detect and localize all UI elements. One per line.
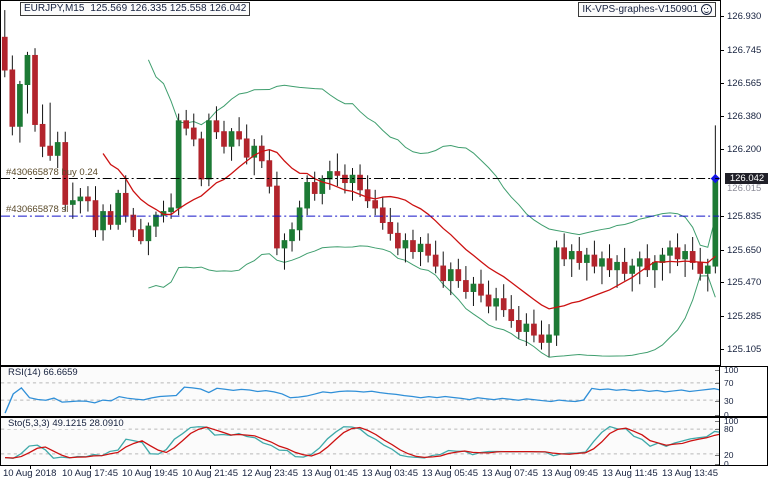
price-tick: 126.565	[721, 78, 768, 89]
rsi-level-label: 70	[715, 379, 767, 388]
time-tick-mark	[150, 465, 151, 469]
order-label-buy: #430665878 buy 0.24	[6, 166, 98, 178]
stochastic-level-label: 100	[715, 416, 767, 426]
price-tick: 125.650	[721, 245, 768, 256]
time-tick-mark	[630, 465, 631, 469]
stochastic-scale: 100 80 20 0	[715, 416, 767, 468]
rsi-title: RSI(14) 66.6659	[6, 367, 80, 378]
price-tick-label: 126.565	[727, 77, 762, 89]
rsi-level-label: 100	[715, 365, 767, 375]
time-tick-mark	[330, 465, 331, 469]
price-tick-label: 126.930	[727, 10, 762, 22]
price-tick: 125.105	[721, 344, 768, 355]
time-tick-label: 13 Aug 13:45	[662, 468, 718, 479]
time-tick-label: 12 Aug 23:45	[242, 468, 298, 479]
time-tick-mark	[390, 465, 391, 469]
account-label: IK-VPS-graphes-V150901	[582, 3, 698, 15]
time-tick-mark	[510, 465, 511, 469]
account-header: IK-VPS-graphes-V150901	[578, 2, 716, 17]
time-tick-label: 13 Aug 09:45	[542, 468, 598, 479]
symbol-header: EURJPY,M15 125.569 126.335 125.558 126.0…	[20, 2, 251, 16]
price-tick-label: 126.380	[727, 111, 762, 123]
price-chart-canvas[interactable]	[1, 1, 767, 365]
price-tick-label: 125.470	[727, 277, 762, 289]
price-tick-label: 125.105	[727, 344, 762, 356]
time-tick-label: 13 Aug 01:45	[302, 468, 358, 479]
stochastic-level-label: 80	[715, 425, 767, 434]
time-tick-label: 13 Aug 07:45	[482, 468, 538, 479]
stochastic-panel[interactable]: 100 80 20 0	[0, 416, 768, 468]
time-tick-mark	[690, 465, 691, 469]
price-tick-label: 125.835	[727, 210, 762, 222]
time-tick-label: 13 Aug 03:45	[362, 468, 418, 479]
rsi-panel[interactable]: 100 70 30 0	[0, 365, 768, 419]
price-tick: 126.200	[721, 144, 768, 155]
time-tick-mark	[90, 465, 91, 469]
price-chart-panel[interactable]	[0, 0, 768, 366]
ohlc-quote: 125.569 126.335 125.558 126.042	[90, 3, 247, 14]
rsi-level-label: 0	[715, 410, 767, 420]
time-tick-mark	[30, 465, 31, 469]
price-tick: 126.745	[721, 45, 768, 56]
price-tick: 125.285	[721, 311, 768, 322]
time-tick-label: 10 Aug 21:45	[182, 468, 238, 479]
stochastic-level-label: 20	[715, 450, 767, 460]
time-tick-mark	[450, 465, 451, 469]
rsi-canvas	[1, 382, 767, 414]
ghost-price-label: 126.015	[727, 182, 762, 194]
price-tick-label: 126.200	[727, 144, 762, 156]
stochastic-title: Sto(5,3,3) 49.1215 28.0910	[6, 418, 126, 429]
time-tick-label: 13 Aug 05:45	[422, 468, 478, 479]
stochastic-canvas	[1, 425, 767, 460]
stochastic-level-label: 0	[715, 459, 767, 469]
price-tick-label: 125.650	[727, 244, 762, 256]
time-axis: 10 Aug 2018 10 Aug 17:45 10 Aug 19:45 10 Au…	[0, 465, 768, 480]
smiley-icon	[701, 4, 712, 15]
price-tick-label: 126.745	[727, 44, 762, 56]
current-price-tag: 126.042	[725, 173, 768, 185]
price-scale[interactable]: 126.930 126.745 126.565 126.380 126.200 125.8…	[720, 0, 768, 366]
price-tick: 125.470	[721, 277, 768, 288]
rsi-level-label: 30	[715, 397, 767, 406]
time-tick-mark	[570, 465, 571, 469]
order-label-sl: #430665878 sl	[6, 204, 69, 216]
price-tick: 126.380	[721, 111, 768, 122]
time-tick-mark	[270, 465, 271, 469]
symbol-label: EURJPY,M15	[24, 3, 85, 14]
time-tick-mark	[210, 465, 211, 469]
time-tick-label: 10 Aug 2018	[3, 468, 57, 479]
price-tick-label: 125.285	[727, 311, 762, 323]
rsi-scale: 100 70 30 0	[715, 365, 767, 419]
price-tick: 125.835	[721, 211, 768, 222]
time-tick-label: 10 Aug 19:45	[122, 468, 178, 479]
time-tick-label: 10 Aug 17:45	[62, 468, 118, 479]
price-tick: 126.930	[721, 11, 768, 22]
time-tick-label: 13 Aug 11:45	[602, 468, 658, 479]
